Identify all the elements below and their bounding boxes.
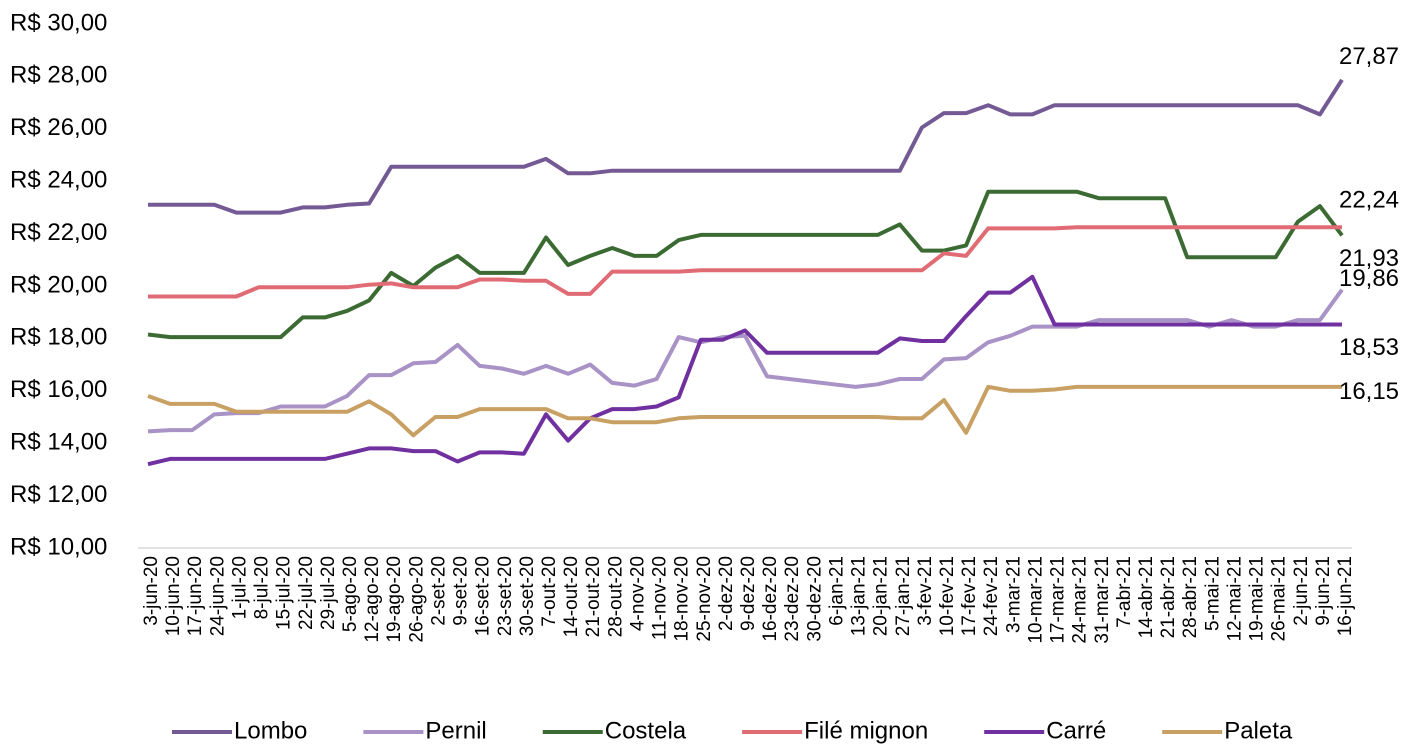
x-tick-label: 16-dez-20 <box>760 556 781 642</box>
x-tick-label: 10-mar-21 <box>1025 556 1046 644</box>
x-tick-label: 27-jan-21 <box>893 556 914 636</box>
x-tick-label: 7-out-20 <box>539 556 560 627</box>
y-tick-label: R$ 20,00 <box>10 271 107 298</box>
x-tick-label: 13-jan-21 <box>849 556 870 636</box>
x-tick-label: 2-dez-20 <box>716 556 737 631</box>
x-tick-label: 21-out-20 <box>583 556 604 637</box>
x-tick-label: 17-fev-21 <box>959 556 980 636</box>
x-tick-label: 24-jun-20 <box>207 556 228 636</box>
x-tick-label: 19-ago-20 <box>384 556 405 643</box>
x-tick-label: 14-out-20 <box>561 556 582 637</box>
x-tick-label: 16-jun-21 <box>1335 556 1356 636</box>
x-tick-label: 24-mar-21 <box>1070 556 1091 644</box>
data-label: 16,15 <box>1339 378 1399 405</box>
x-tick-label: 20-jan-21 <box>871 556 892 636</box>
data-label: 27,87 <box>1339 43 1399 70</box>
x-tick-label: 3-mar-21 <box>1003 556 1024 633</box>
x-tick-label: 15-jul-20 <box>274 556 295 630</box>
x-tick-label: 1-jul-20 <box>229 556 250 619</box>
x-tick-label: 12-mai-21 <box>1224 556 1245 642</box>
x-tick-label: 18-nov-20 <box>672 556 693 642</box>
x-tick-label: 28-out-20 <box>605 556 626 637</box>
x-tick-label: 3-jun-20 <box>141 556 162 626</box>
x-tick-label: 7-abr-21 <box>1114 556 1135 628</box>
x-tick-label: 10-jun-20 <box>163 556 184 636</box>
x-tick-label: 2-set-20 <box>428 556 449 626</box>
x-tick-label: 14-abr-21 <box>1136 556 1157 638</box>
data-label: 19,86 <box>1339 265 1399 292</box>
x-tick-label: 2-jun-21 <box>1291 556 1312 626</box>
legend-label: Pernil <box>425 717 486 744</box>
x-tick-label: 8-jul-20 <box>252 556 273 619</box>
y-tick-label: R$ 28,00 <box>10 62 107 89</box>
legend-label: Costela <box>605 717 687 744</box>
x-tick-label: 12-ago-20 <box>362 556 383 643</box>
legend-label: Lombo <box>234 717 307 744</box>
series-line <box>147 274 1342 467</box>
x-tick-label: 6-jan-21 <box>826 556 847 626</box>
x-tick-label: 5-ago-20 <box>340 556 361 632</box>
y-tick-label: R$ 26,00 <box>10 114 107 141</box>
y-tick-label: R$ 14,00 <box>10 429 107 456</box>
x-tick-label: 9-jun-21 <box>1313 556 1334 626</box>
y-tick-label: R$ 16,00 <box>10 376 107 403</box>
y-tick-label: R$ 22,00 <box>10 219 107 246</box>
x-tick-label: 30-dez-20 <box>804 556 825 642</box>
x-tick-label: 23-dez-20 <box>782 556 803 642</box>
series-line <box>147 288 1344 434</box>
x-tick-label: 5-mai-21 <box>1202 556 1223 631</box>
x-tick-label: 31-mar-21 <box>1092 556 1113 644</box>
x-tick-label: 24-fev-21 <box>981 556 1002 636</box>
x-tick-label: 9-dez-20 <box>738 556 759 631</box>
series-line <box>147 384 1342 438</box>
x-tick-label: 23-set-20 <box>495 556 516 636</box>
x-tick-label: 26-mai-21 <box>1269 556 1290 642</box>
y-tick-label: R$ 12,00 <box>10 481 107 508</box>
x-tick-label: 29-jul-20 <box>318 556 339 630</box>
x-tick-label: 17-jun-20 <box>185 556 206 636</box>
x-tick-label: 28-abr-21 <box>1180 556 1201 638</box>
y-tick-label: R$ 30,00 <box>10 9 107 36</box>
data-label: 21,93 <box>1339 245 1399 272</box>
legend-label: Carré <box>1046 717 1106 744</box>
x-tick-label: 9-set-20 <box>451 556 472 626</box>
x-tick-label: 22-jul-20 <box>296 556 317 630</box>
series-line <box>148 225 1342 299</box>
y-tick-label: R$ 24,00 <box>10 167 107 194</box>
y-tick-label: R$ 10,00 <box>10 533 107 560</box>
data-label: 18,53 <box>1339 334 1399 361</box>
x-tick-label: 3-fev-21 <box>915 556 936 626</box>
x-tick-label: 19-mai-21 <box>1247 556 1268 642</box>
x-tick-label: 30-set-20 <box>517 556 538 636</box>
legend-label: Filé mignon <box>804 717 928 744</box>
data-label: 22,24 <box>1339 187 1399 214</box>
x-tick-label: 10-fev-21 <box>937 556 958 636</box>
y-tick-label: R$ 18,00 <box>10 324 107 351</box>
series-line <box>147 189 1344 340</box>
x-tick-label: 21-abr-21 <box>1158 556 1179 638</box>
x-tick-label: 4-nov-20 <box>627 556 648 631</box>
x-tick-label: 11-nov-20 <box>650 556 671 640</box>
x-tick-label: 16-set-20 <box>473 556 494 636</box>
legend-label: Paleta <box>1224 717 1293 744</box>
x-tick-label: 26-ago-20 <box>406 556 427 643</box>
x-tick-label: 17-mar-21 <box>1048 556 1069 644</box>
series-line <box>148 78 1344 215</box>
x-tick-label: 25-nov-20 <box>694 556 715 642</box>
